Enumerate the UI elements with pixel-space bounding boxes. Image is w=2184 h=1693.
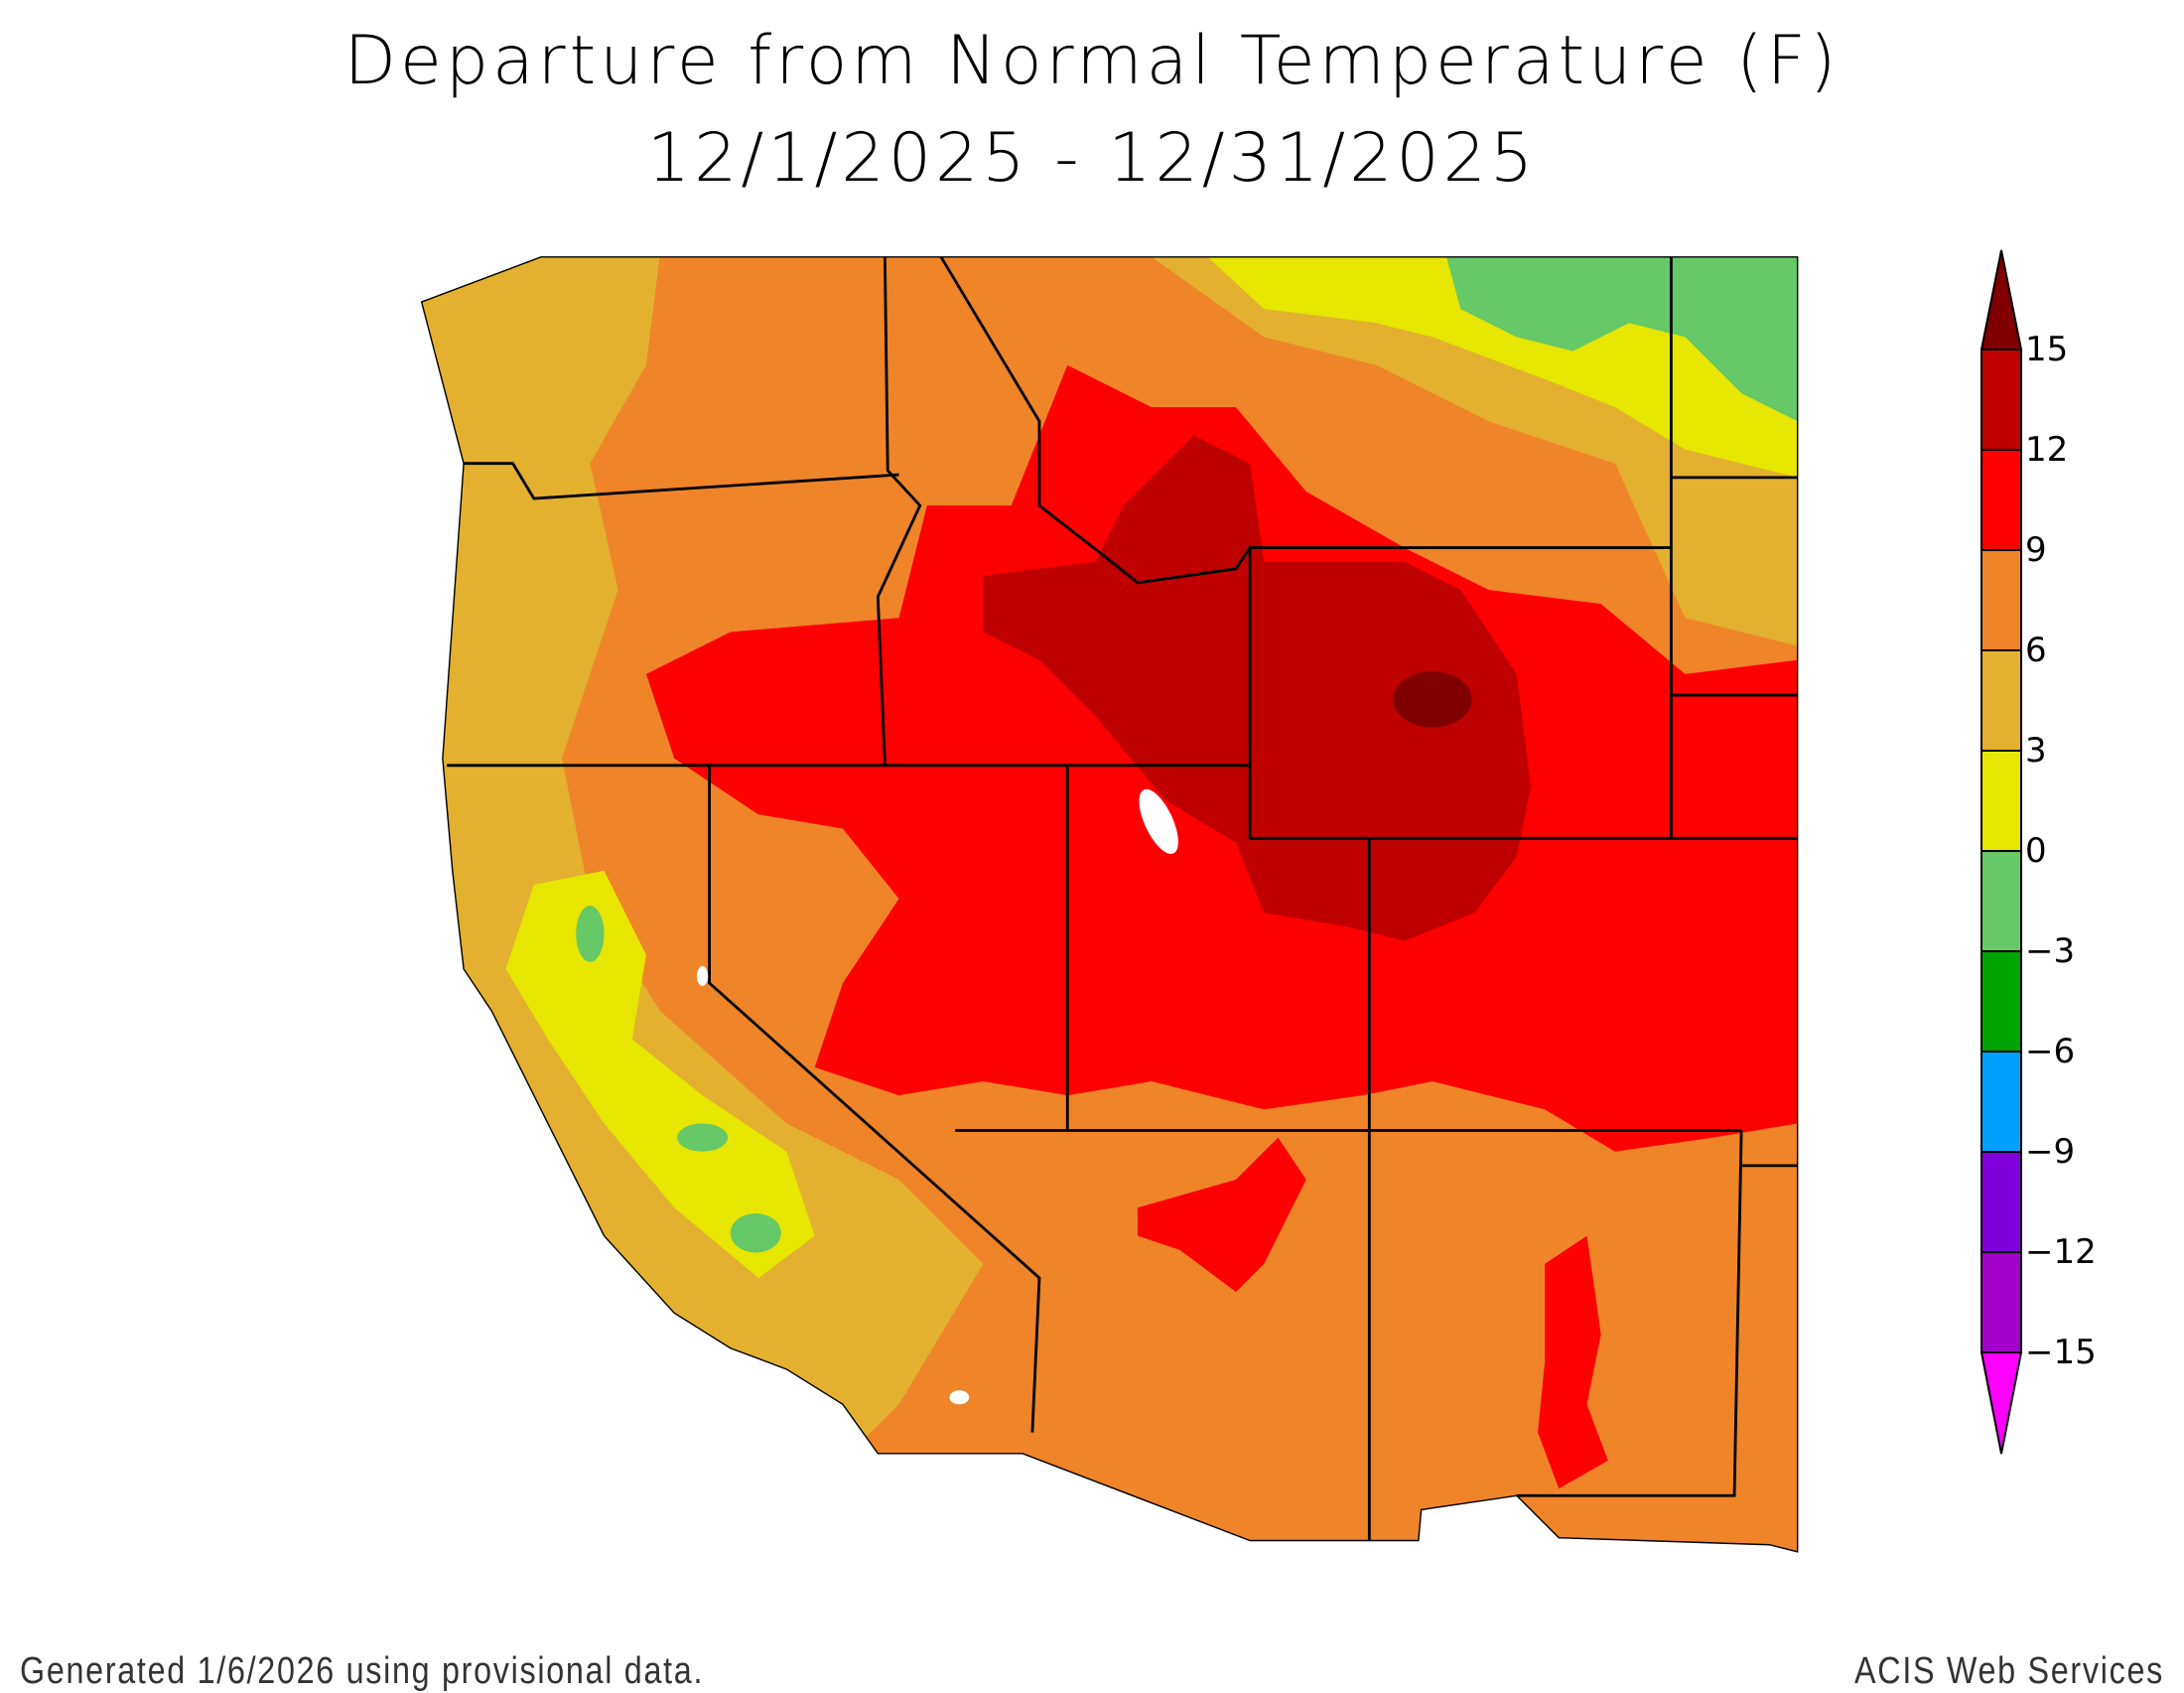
salton-sea xyxy=(949,1390,970,1405)
state-boundary-wa-or xyxy=(464,462,899,500)
legend-label: 15 xyxy=(2025,330,2069,369)
source-credit: ACIS Web Services xyxy=(1854,1650,2164,1692)
lakes xyxy=(696,788,1178,1405)
legend-swatch xyxy=(1980,549,2022,651)
legend-label: −15 xyxy=(2025,1333,2097,1372)
date-range: 12/1/2025 - 12/31/2025 xyxy=(646,119,1538,198)
legend-swatch xyxy=(1980,1251,2022,1353)
region-neg3-to-0-valley xyxy=(576,906,605,962)
legend-swatch xyxy=(1980,349,2022,451)
map-fill xyxy=(421,256,1798,1552)
legend-swatch xyxy=(1980,649,2022,752)
legend-swatch-top xyxy=(1979,249,2023,351)
legend-swatch xyxy=(1980,850,2022,952)
generated-note: Generated 1/6/2026 using provisional dat… xyxy=(20,1650,705,1692)
state-boundary-ca-nv xyxy=(708,765,1041,1433)
legend-label: −9 xyxy=(2025,1132,2076,1172)
legend-swatch xyxy=(1980,750,2022,852)
legend-swatch xyxy=(1980,1151,2022,1253)
region-neg3-to-0-north xyxy=(1446,256,1798,422)
legend-label: 6 xyxy=(2025,631,2047,670)
region-0-to-3-california xyxy=(505,870,815,1279)
legend-label: 3 xyxy=(2025,731,2047,771)
legend-swatch xyxy=(1980,1051,2022,1153)
great-salt-lake xyxy=(1139,788,1178,854)
coastline-outline xyxy=(420,256,1799,1553)
state-boundary-nm-tx xyxy=(1516,1130,1743,1497)
region-neg3-to-0-valley xyxy=(730,1212,781,1253)
legend-label: 12 xyxy=(2025,430,2069,470)
region-neg3-to-0-valley xyxy=(677,1123,728,1152)
lake-tahoe xyxy=(696,966,709,986)
state-boundary-mt-id xyxy=(939,256,1252,585)
legend-swatch-bottom xyxy=(1979,1351,2023,1455)
legend-swatch xyxy=(1980,449,2022,551)
color-legend xyxy=(1979,249,2023,1455)
map-title: Departure from Normal Temperature (F) xyxy=(343,22,1841,100)
region-12-to-15 xyxy=(983,435,1531,941)
legend-label: 0 xyxy=(2025,831,2047,871)
region-9-to-12-newmexico xyxy=(1538,1235,1608,1489)
boundaries xyxy=(420,256,1799,1553)
legend-label: −12 xyxy=(2025,1232,2097,1272)
legend-label: −3 xyxy=(2025,931,2076,971)
legend-label: 9 xyxy=(2025,530,2047,570)
legend-label: −6 xyxy=(2025,1032,2076,1071)
region-9-to-12-arizona xyxy=(1137,1137,1306,1293)
region-above-15 xyxy=(1393,671,1472,728)
state-boundary-idaho-west xyxy=(876,256,922,766)
legend-swatch xyxy=(1980,950,2022,1053)
